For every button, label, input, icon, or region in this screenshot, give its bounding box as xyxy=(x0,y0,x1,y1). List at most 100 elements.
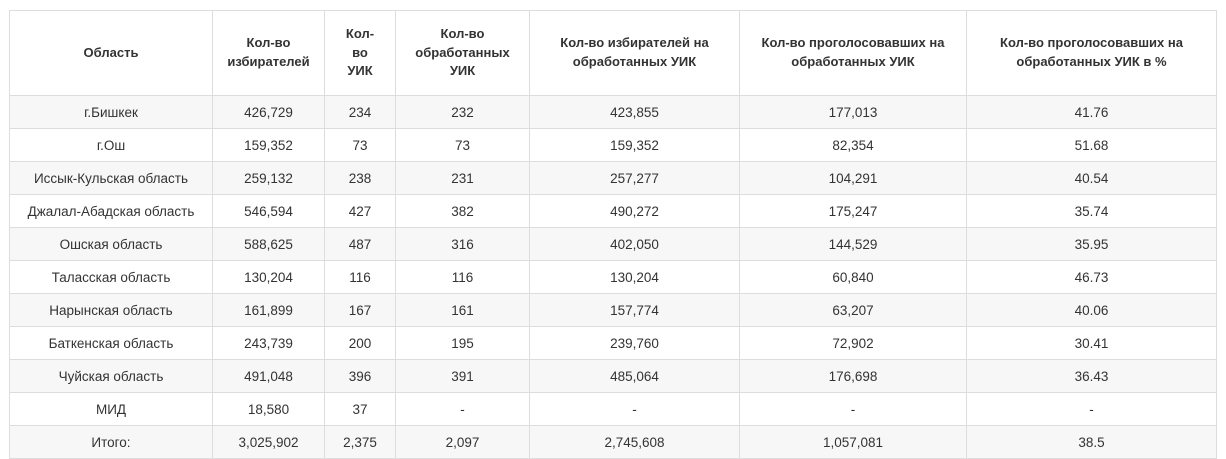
value-cell: 177,013 xyxy=(739,95,967,129)
column-header: Кол-во УИК xyxy=(324,10,396,96)
value-cell: 175,247 xyxy=(739,194,967,228)
value-cell: 490,272 xyxy=(529,194,740,228)
value-cell: 588,625 xyxy=(212,227,325,261)
value-cell: 38.5 xyxy=(966,425,1217,459)
table-header: Область Кол-во избирателей Кол-во УИК Кол-в… xyxy=(9,10,1217,96)
value-cell: 200 xyxy=(324,326,396,360)
table-row: Иссык-Кульская область 259,132 238 231 257,2… xyxy=(9,161,1217,195)
table-row: МИД 18,580 37- - - - xyxy=(9,392,1217,426)
value-cell: 46.73 xyxy=(966,260,1217,294)
column-header: Кол-во обработанных УИК xyxy=(395,10,530,96)
table-row: Таласская область 130,204 116 116 130,204 60,… xyxy=(9,260,1217,294)
table-row-total: Итого: 3,025,902 2,375 2,097 2,745,608 1,057,… xyxy=(9,425,1217,459)
table-row: г.Ош 159,352 73 73 159,352 82,354 51.68 xyxy=(9,128,1217,162)
value-cell: 167 xyxy=(324,293,396,327)
value-cell: 18,580 xyxy=(212,392,325,426)
region-cell: Таласская область xyxy=(9,260,213,294)
value-cell: 239,760 xyxy=(529,326,740,360)
value-cell: 402,050 xyxy=(529,227,740,261)
table-row: Джалал-Абадская область 546,594 427 382 490,… xyxy=(9,194,1217,228)
value-cell: 1,057,081 xyxy=(739,425,967,459)
value-cell: 41.76 xyxy=(966,95,1217,129)
value-cell: 36.43 xyxy=(966,359,1217,393)
value-cell: 40.54 xyxy=(966,161,1217,195)
table-body: г.Бишкек 426,729 234 232 423,855 177,013 41.76… xyxy=(9,95,1217,459)
region-cell: Иссык-Кульская область xyxy=(9,161,213,195)
value-cell: - xyxy=(966,392,1217,426)
value-cell: 423,855 xyxy=(529,95,740,129)
value-cell: 3,025,902 xyxy=(212,425,325,459)
value-cell: - xyxy=(529,392,740,426)
election-results-table: Область Кол-во избирателей Кол-во УИК Кол-в… xyxy=(9,10,1217,459)
table-row: Ошская область 588,625 487 316 402,050 144,52… xyxy=(9,227,1217,261)
table-row: Баткенская область 243,739 200 195 239,760 72… xyxy=(9,326,1217,360)
value-cell: 2,097 xyxy=(395,425,530,459)
value-cell: 82,354 xyxy=(739,128,967,162)
value-cell: 396 xyxy=(324,359,396,393)
value-cell: 130,204 xyxy=(212,260,325,294)
value-cell: 73 xyxy=(324,128,396,162)
region-cell: Ошская область xyxy=(9,227,213,261)
value-cell: 234 xyxy=(324,95,396,129)
region-cell: Итого: xyxy=(9,425,213,459)
column-header: Кол-во проголосовавших на обработанных У… xyxy=(966,10,1217,96)
value-cell: 35.74 xyxy=(966,194,1217,228)
value-cell: 176,698 xyxy=(739,359,967,393)
value-cell: 161 xyxy=(395,293,530,327)
column-header: Область xyxy=(9,10,213,96)
region-cell: МИД xyxy=(9,392,213,426)
value-cell: 259,132 xyxy=(212,161,325,195)
column-header: Кол-во избирателей на обработанных УИК xyxy=(529,10,740,96)
value-cell: - xyxy=(395,392,530,426)
table-row: Чуйская область 491,048 396 391 485,064 176,6… xyxy=(9,359,1217,393)
column-header: Кол-во проголосовавших на обработанных У… xyxy=(739,10,967,96)
value-cell: 63,207 xyxy=(739,293,967,327)
value-cell: 427 xyxy=(324,194,396,228)
value-cell: 104,291 xyxy=(739,161,967,195)
region-cell: Джалал-Абадская область xyxy=(9,194,213,228)
value-cell: 157,774 xyxy=(529,293,740,327)
value-cell: 487 xyxy=(324,227,396,261)
value-cell: 159,352 xyxy=(212,128,325,162)
table-row: г.Бишкек 426,729 234 232 423,855 177,013 41.76 xyxy=(9,95,1217,129)
value-cell: 116 xyxy=(324,260,396,294)
value-cell: 130,204 xyxy=(529,260,740,294)
value-cell: 2,745,608 xyxy=(529,425,740,459)
value-cell: 231 xyxy=(395,161,530,195)
value-cell: 243,739 xyxy=(212,326,325,360)
value-cell: 60,840 xyxy=(739,260,967,294)
table-header-row: Область Кол-во избирателей Кол-во УИК Кол-в… xyxy=(9,10,1217,96)
value-cell: 40.06 xyxy=(966,293,1217,327)
value-cell: 159,352 xyxy=(529,128,740,162)
region-cell: Чуйская область xyxy=(9,359,213,393)
value-cell: 35.95 xyxy=(966,227,1217,261)
value-cell: 238 xyxy=(324,161,396,195)
value-cell: 316 xyxy=(395,227,530,261)
value-cell: 51.68 xyxy=(966,128,1217,162)
value-cell: 232 xyxy=(395,95,530,129)
value-cell: 2,375 xyxy=(324,425,396,459)
value-cell: 37 xyxy=(324,392,396,426)
region-cell: Баткенская область xyxy=(9,326,213,360)
value-cell: 485,064 xyxy=(529,359,740,393)
value-cell: 72,902 xyxy=(739,326,967,360)
column-header: Кол-во избирателей xyxy=(212,10,325,96)
value-cell: 144,529 xyxy=(739,227,967,261)
value-cell: 195 xyxy=(395,326,530,360)
value-cell: - xyxy=(739,392,967,426)
value-cell: 257,277 xyxy=(529,161,740,195)
value-cell: 116 xyxy=(395,260,530,294)
value-cell: 426,729 xyxy=(212,95,325,129)
value-cell: 391 xyxy=(395,359,530,393)
table-row: Нарынская область 161,899 167 161 157,774 63,… xyxy=(9,293,1217,327)
value-cell: 491,048 xyxy=(212,359,325,393)
value-cell: 382 xyxy=(395,194,530,228)
region-cell: г.Ош xyxy=(9,128,213,162)
value-cell: 546,594 xyxy=(212,194,325,228)
value-cell: 73 xyxy=(395,128,530,162)
value-cell: 30.41 xyxy=(966,326,1217,360)
value-cell: 161,899 xyxy=(212,293,325,327)
region-cell: г.Бишкек xyxy=(9,95,213,129)
region-cell: Нарынская область xyxy=(9,293,213,327)
